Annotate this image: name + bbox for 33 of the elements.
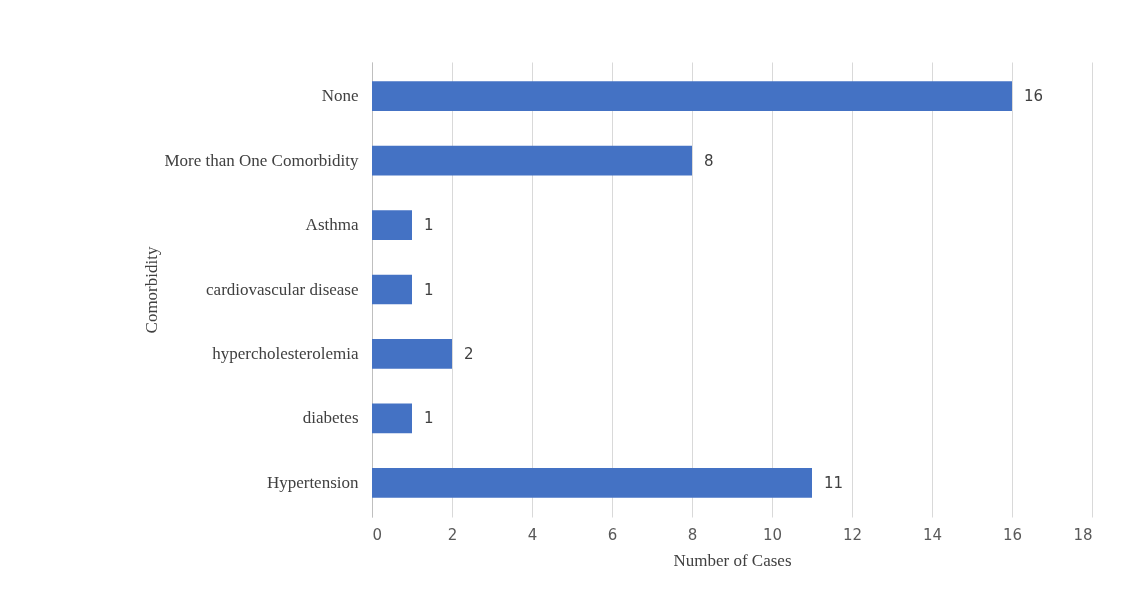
data-label: 8 — [704, 151, 714, 170]
y-tick-label: None — [321, 86, 359, 106]
data-label: 16 — [1024, 87, 1044, 106]
y-tick-label: Asthma — [305, 215, 359, 235]
data-label: 11 — [824, 473, 844, 492]
x-tick-label: 4 — [527, 525, 538, 544]
x-tick-label: 10 — [762, 525, 783, 544]
bar — [372, 81, 1012, 111]
x-tick-label: 0 — [372, 525, 383, 544]
bar — [372, 274, 412, 305]
bar — [372, 145, 692, 176]
bar — [372, 339, 452, 369]
x-tick-label: 8 — [687, 525, 698, 544]
y-tick-label: diabetes — [302, 408, 359, 428]
y-tick-label: Hypertension — [266, 472, 359, 492]
y-tick-label: cardiovascular disease — [206, 279, 359, 299]
x-axis-title: Number of Cases — [673, 550, 792, 570]
x-tick-label: 12 — [842, 525, 863, 544]
data-label: 1 — [424, 409, 434, 428]
y-axis-title: Comorbidity — [141, 246, 161, 334]
x-tick-label: 16 — [1002, 525, 1023, 544]
bar — [372, 468, 812, 498]
bar — [372, 210, 412, 240]
x-tick-label: 18 — [1073, 525, 1093, 544]
x-tick-label: 14 — [922, 525, 943, 544]
data-label: 2 — [464, 344, 474, 363]
x-tick-label: 6 — [607, 525, 618, 544]
y-tick-label: More than One Comorbidity — [164, 150, 359, 170]
bar — [372, 403, 412, 434]
data-label: 1 — [424, 280, 434, 299]
y-tick-label: hypercholesterolemia — [212, 343, 359, 363]
data-label: 1 — [424, 216, 434, 235]
x-tick-label: 2 — [447, 525, 458, 544]
